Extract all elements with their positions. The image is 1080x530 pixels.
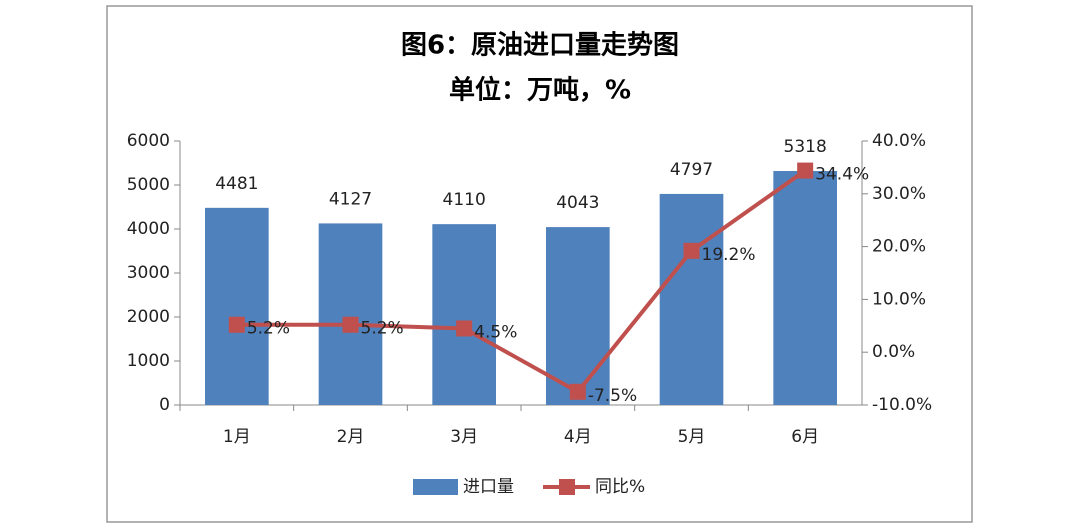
legend-marker [559, 479, 575, 495]
x-tick-label: 3月 [450, 427, 478, 447]
line-value-label: 5.2% [361, 319, 404, 339]
chart-title: 图6：原油进口量走势图 [401, 31, 679, 61]
bar-value-label: 5318 [784, 137, 827, 157]
x-tick-label: 5月 [678, 427, 706, 447]
x-tick-label: 1月 [223, 427, 251, 447]
line [236, 168, 807, 395]
bar [659, 193, 724, 405]
bar [318, 223, 383, 405]
chart-subtitle: 单位：万吨，% [449, 75, 631, 106]
bar-value-label: 4127 [329, 189, 372, 209]
bar-value-label: 4110 [443, 190, 486, 210]
y-tick-label: 1000 [127, 351, 170, 371]
line-marker [456, 320, 473, 337]
y-tick-label: 4000 [127, 219, 170, 239]
y-tick-label: 0 [159, 395, 170, 415]
bar [205, 207, 269, 405]
line-value-label: 34.4% [815, 165, 869, 185]
y2-tick-label: 30.0% [872, 184, 926, 204]
bar [432, 224, 496, 405]
line-value-label: -7.5% [588, 386, 637, 406]
bar-value-label: 4481 [215, 174, 258, 194]
y-tick-label: 2000 [127, 307, 170, 327]
bar [773, 171, 837, 405]
y-tick-label: 6000 [127, 131, 170, 151]
y-tick-label: 5000 [127, 175, 170, 195]
line-marker [797, 162, 814, 179]
line-marker [683, 242, 700, 259]
legend-label: 进口量 [463, 477, 514, 497]
legend-label: 同比% [595, 477, 645, 497]
line-value-label: 4.5% [474, 322, 517, 342]
y2-tick-label: 20.0% [872, 237, 926, 257]
line-marker [228, 316, 245, 333]
y2-tick-label: 10.0% [872, 289, 926, 309]
bar [546, 227, 610, 405]
x-tick-label: 6月 [791, 427, 819, 447]
line-marker [569, 383, 586, 400]
line-value-label: 5.2% [247, 319, 290, 339]
x-tick-label: 4月 [564, 427, 592, 447]
legend-swatch [413, 479, 458, 495]
y2-tick-label: 40.0% [872, 131, 926, 151]
y-tick-label: 3000 [127, 263, 170, 283]
y2-tick-label: -10.0% [872, 395, 932, 415]
line-value-label: 19.2% [702, 245, 756, 265]
bar-value-label: 4797 [670, 160, 713, 180]
x-tick-label: 2月 [337, 427, 365, 447]
bar-value-label: 4043 [556, 193, 599, 213]
line-marker [342, 316, 359, 333]
y2-tick-label: 0.0% [872, 342, 915, 362]
